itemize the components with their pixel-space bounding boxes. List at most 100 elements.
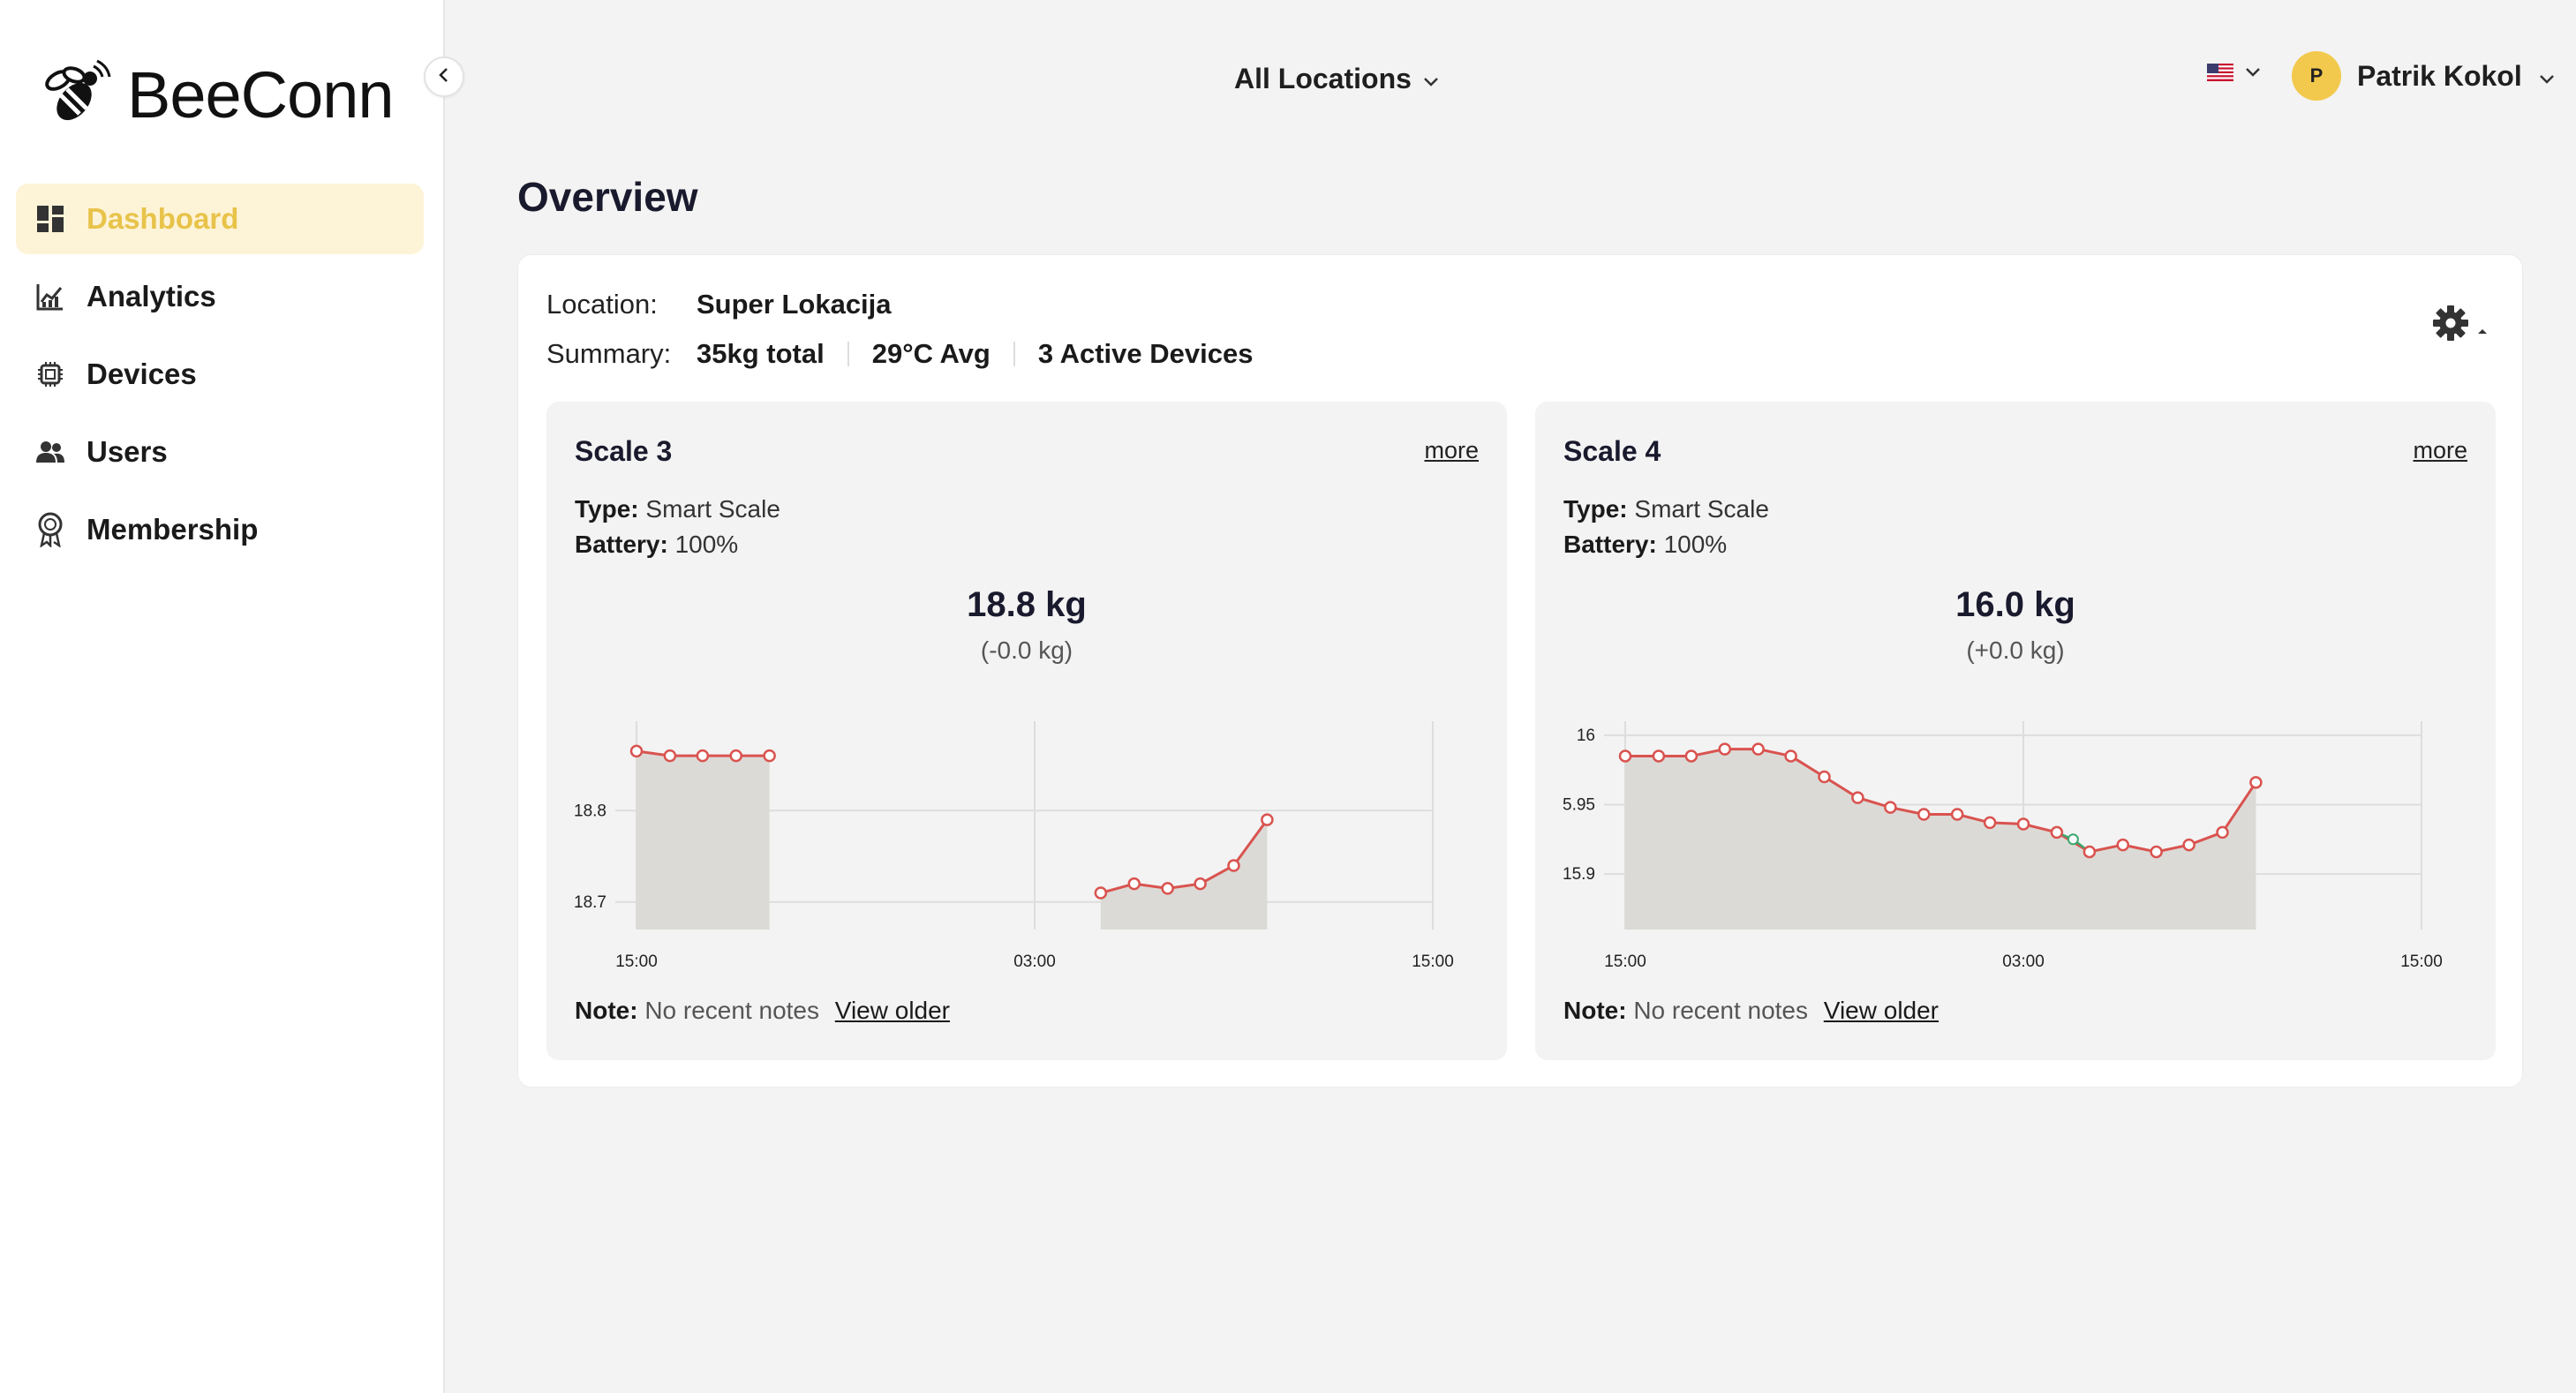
weight-delta: (+0.0 kg): [1966, 636, 2065, 664]
users-icon: [35, 437, 65, 467]
app-logo[interactable]: BeeConn: [39, 55, 395, 134]
data-point: [1094, 886, 1108, 900]
gear-icon[interactable]: [2432, 305, 2469, 346]
sidebar-item-label: Membership: [87, 513, 259, 546]
data-point: [729, 749, 742, 763]
sidebar-item-label: Dashboard: [87, 202, 239, 235]
note-row: Note: No recent notes View older: [1563, 997, 1940, 1024]
location-select[interactable]: All Locations: [1234, 58, 1440, 99]
location-row: Location: Super Lokacija: [546, 289, 892, 320]
x-tick-label: 15:00: [615, 953, 658, 971]
data-point: [2216, 825, 2229, 840]
more-link[interactable]: more: [2413, 437, 2467, 463]
data-point: [2249, 776, 2263, 789]
location-label: Location:: [546, 289, 658, 320]
x-tick-label: 15:00: [1412, 953, 1454, 971]
data-point: [1751, 742, 1765, 756]
data-point: [1161, 882, 1174, 895]
view-older-link[interactable]: View older: [1823, 997, 1940, 1024]
data-point: [1194, 877, 1207, 891]
data-point: [1127, 877, 1141, 891]
data-point: [1818, 770, 1831, 784]
avatar: P: [2292, 51, 2341, 101]
chevron-down-icon: [1422, 63, 1440, 95]
collapse-sidebar-button[interactable]: [424, 56, 464, 97]
weight-value: 16.0 kg: [1955, 585, 2075, 624]
sidebar-nav: Dashboard Analytics Devices Users Member…: [16, 184, 424, 572]
series-area: [1625, 749, 2256, 930]
chevron-down-icon: [2244, 66, 2262, 83]
x-tick-label: 15:00: [1604, 953, 1646, 971]
divider: [847, 342, 849, 366]
language-select[interactable]: [2207, 64, 2262, 86]
data-point: [1851, 791, 1864, 804]
sidebar-item-label: Devices: [87, 358, 197, 390]
location-select-label: All Locations: [1234, 62, 1412, 94]
device-battery: Battery: 100%: [1563, 531, 1728, 558]
summary-total: 35kg total: [697, 338, 825, 369]
sidebar-item-devices[interactable]: Devices: [16, 339, 424, 410]
data-point: [2150, 845, 2163, 859]
summary-label: Summary:: [546, 338, 672, 369]
chevron-left-icon: [436, 67, 452, 87]
device-type: Type: Smart Scale: [1563, 495, 1769, 523]
data-point: [1784, 749, 1797, 763]
bee-icon: [39, 56, 113, 134]
series-area: [1100, 819, 1268, 930]
device-card-scale-4: Scale 4 more Type: Smart Scale Battery: …: [1535, 402, 2496, 1060]
dashboard-icon: [35, 204, 65, 234]
weight-value: 18.8 kg: [967, 585, 1087, 624]
collapse-panel-icon[interactable]: [2476, 324, 2489, 340]
data-point: [1950, 808, 1964, 821]
data-point: [1884, 801, 1897, 814]
data-point: [2083, 845, 2097, 859]
data-point: [1718, 742, 1731, 756]
sidebar-item-label: Analytics: [87, 280, 216, 312]
sidebar-item-label: Users: [87, 435, 168, 468]
badge-icon: [35, 512, 65, 547]
series-area: [636, 750, 770, 930]
x-tick-label: 03:00: [2002, 953, 2045, 971]
device-type: Type: Smart Scale: [575, 495, 780, 523]
sidebar-item-membership[interactable]: Membership: [16, 494, 424, 565]
data-point: [1261, 813, 1274, 826]
summary-avg-temp: 29°C Avg: [871, 338, 990, 369]
sidebar-item-analytics[interactable]: Analytics: [16, 261, 424, 332]
location-value: Super Lokacija: [697, 289, 892, 320]
data-point: [2050, 825, 2064, 840]
chevron-down-icon: [2538, 60, 2556, 93]
divider: [1013, 342, 1015, 366]
sidebar-item-users[interactable]: Users: [16, 417, 424, 487]
x-tick-label: 15:00: [2400, 953, 2443, 971]
sidebar-item-dashboard[interactable]: Dashboard: [16, 184, 424, 254]
page-title: Overview: [517, 174, 698, 220]
location-panel: Location: Super Lokacija Summary: 35kg t…: [517, 254, 2523, 1088]
data-point: [2116, 838, 2129, 852]
app-name: BeeConn: [127, 57, 395, 132]
view-older-link[interactable]: View older: [834, 997, 951, 1024]
data-point: [696, 749, 710, 763]
summary-active-devices: 3 Active Devices: [1037, 338, 1254, 369]
device-title: Scale 4: [1563, 435, 1661, 467]
y-tick-label: 18.7: [574, 893, 606, 912]
user-name: Patrik Kokol: [2357, 59, 2522, 92]
data-point: [2016, 817, 2030, 831]
weight-chart[interactable]: 15:00 03:00 15:00 18.8 18.7: [546, 711, 1507, 993]
more-link[interactable]: more: [1424, 437, 1479, 463]
data-point: [2182, 838, 2196, 852]
weight-chart[interactable]: 15:00 03:00 15:00 16 5.95 15.9: [1535, 711, 2496, 993]
user-menu[interactable]: P Patrik Kokol: [2292, 51, 2556, 101]
weight-delta: (-0.0 kg): [980, 636, 1073, 664]
device-battery: Battery: 100%: [575, 531, 739, 558]
data-point: [1227, 859, 1240, 872]
data-point: [1652, 749, 1666, 763]
y-tick-label: 5.95: [1563, 795, 1595, 814]
data-point: [663, 749, 677, 763]
us-flag-icon: [2207, 64, 2233, 86]
device-card-scale-3: Scale 3 more Type: Smart Scale Battery: …: [546, 402, 1507, 1060]
note-row: Note: No recent notes View older: [575, 997, 951, 1024]
data-point: [2067, 833, 2079, 846]
summary-row: Summary: 35kg total 29°C Avg 3 Active De…: [546, 338, 1253, 370]
data-point: [763, 749, 776, 763]
sidebar: BeeConn Dashboard Analytics Devices User…: [0, 0, 445, 1393]
